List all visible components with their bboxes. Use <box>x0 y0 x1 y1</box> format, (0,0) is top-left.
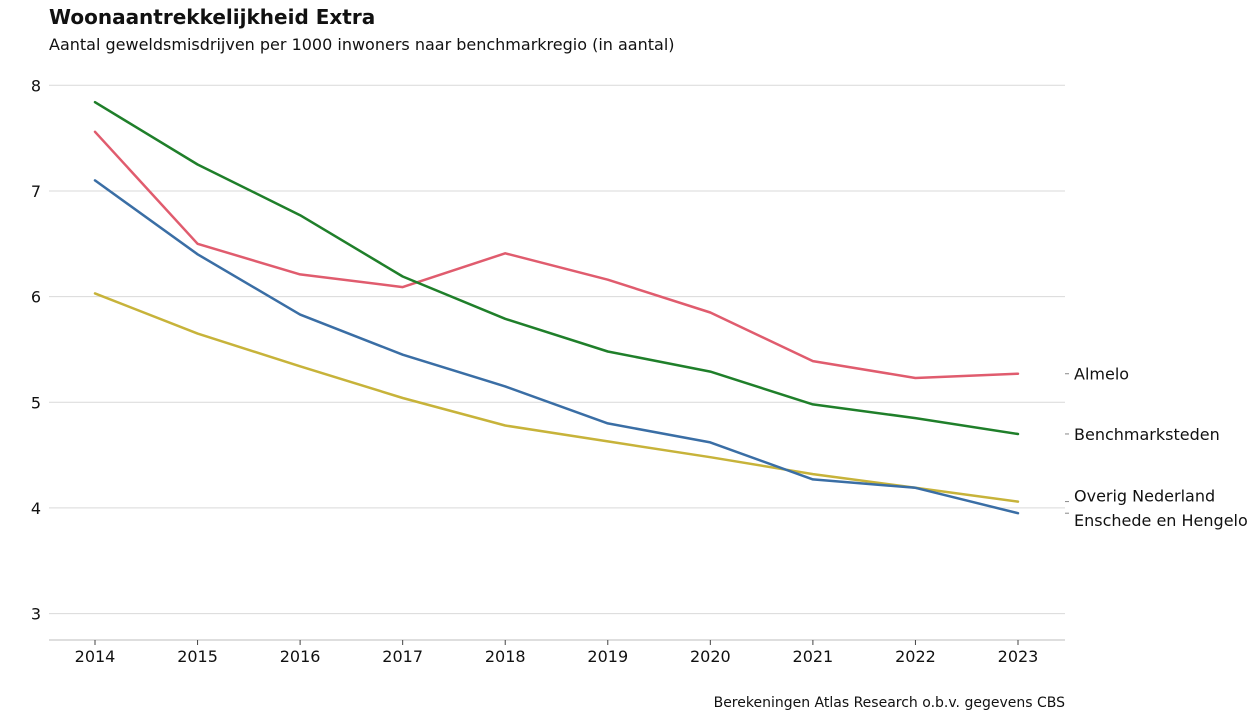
series-line-3 <box>93 179 1020 515</box>
series-label: Overig Nederland <box>1074 487 1215 506</box>
series-label: Benchmarksteden <box>1074 425 1220 444</box>
x-tick-label: 2023 <box>998 647 1039 666</box>
series-label: Almelo <box>1074 365 1129 384</box>
axes: 3 4 5 6 7 8 2014 2015 2016 2017 2018 2019 2020 2021 20… <box>31 76 1065 666</box>
y-tick-label: 8 <box>31 76 41 95</box>
series-line-2 <box>93 292 1020 503</box>
x-tick-label: 2017 <box>382 647 423 666</box>
chart-caption: Berekeningen Atlas Research o.b.v. gegev… <box>714 695 1066 711</box>
x-tick-label: 2020 <box>690 647 731 666</box>
y-tick-label: 4 <box>31 499 41 518</box>
y-tick-label: 5 <box>31 393 41 412</box>
x-tick-label: 2019 <box>587 647 628 666</box>
x-tick-label: 2018 <box>485 647 526 666</box>
y-tick-label: 6 <box>31 288 41 307</box>
x-tick-label: 2015 <box>177 647 218 666</box>
x-tick-label: 2014 <box>75 647 116 666</box>
series-line-1 <box>93 100 1020 436</box>
chart-title: Woonaantrekkelijkheid Extra <box>49 5 375 29</box>
x-tick-label: 2022 <box>895 647 936 666</box>
y-tick-label: 3 <box>31 605 41 624</box>
gridlines <box>49 84 1065 615</box>
series-labels: Almelo Benchmarksteden Overig Nederland Ens… <box>1065 365 1248 530</box>
series-lines <box>93 100 1020 515</box>
x-tick-label: 2021 <box>793 647 834 666</box>
x-tick-label: 2016 <box>280 647 321 666</box>
y-tick-label: 7 <box>31 182 41 201</box>
series-line-0 <box>93 130 1020 380</box>
series-label: Enschede en Hengelo <box>1074 511 1248 530</box>
chart-subtitle: Aantal geweldsmisdrijven per 1000 inwone… <box>49 35 675 54</box>
